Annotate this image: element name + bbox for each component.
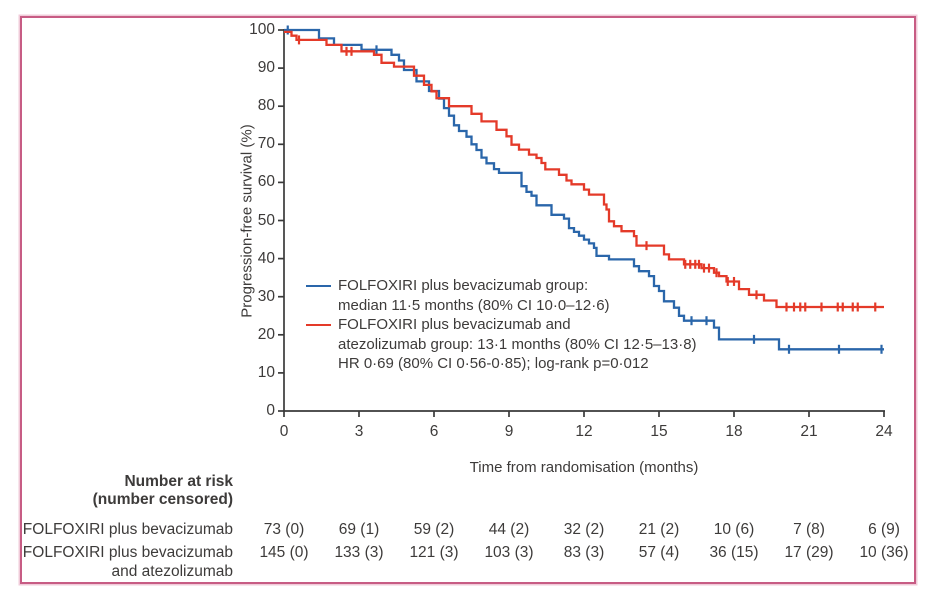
risk-value: 6 (9) (868, 521, 900, 538)
legend-swatch-red-line (306, 323, 331, 326)
x-tick-label: 12 (575, 423, 593, 440)
legend-item-hr-logrank: HR 0·69 (80% CI 0·56-0·85); log-rank p=0… (306, 354, 697, 374)
risk-value: 57 (4) (638, 544, 680, 561)
risk-value: 133 (3) (334, 544, 384, 561)
km-curve-folfoxiri-bevacizumab (284, 28, 884, 351)
risk-value: 103 (3) (484, 544, 534, 561)
y-tick-label: 70 (257, 135, 275, 153)
y-tick-label: 80 (257, 97, 275, 115)
y-tick-label: 30 (257, 287, 275, 305)
risk-value: 59 (2) (413, 521, 455, 538)
x-tick-label: 0 (279, 423, 289, 440)
risk-value: 121 (3) (409, 544, 459, 561)
x-tick-label: 18 (725, 423, 743, 440)
risk-value: 73 (0) (263, 521, 305, 538)
y-tick-label: 50 (257, 211, 275, 229)
risk-table-header: Number at risk (124, 473, 233, 490)
y-tick-label: 20 (257, 325, 275, 343)
risk-row-label-bevacizumab: FOLFOXIRI plus bevacizumab (22, 521, 233, 538)
y-tick-label: 40 (257, 249, 275, 267)
legend-label: atezolizumab group: 13·1 months (80% CI … (338, 335, 697, 353)
risk-value: 17 (29) (784, 544, 834, 561)
risk-value: 69 (1) (338, 521, 380, 538)
legend-label: HR 0·69 (80% CI 0·56-0·85); log-rank p=0… (338, 355, 649, 372)
x-tick-label: 9 (504, 423, 514, 440)
risk-value: 7 (8) (793, 521, 825, 538)
legend-item-bevacizumab-median: median 11·5 months (80% CI 10·0–12·6) (306, 296, 697, 316)
x-tick-label: 15 (650, 423, 668, 440)
risk-value: 145 (0) (259, 544, 309, 561)
risk-table-header-censored: (number censored) (92, 491, 233, 508)
x-axis-title: Time from randomisation (months) (469, 459, 699, 476)
risk-value: 10 (36) (859, 544, 909, 561)
y-tick-label: 10 (257, 363, 275, 381)
risk-value: 83 (3) (563, 544, 605, 561)
x-tick-label: 24 (875, 423, 893, 440)
y-tick-label: 90 (257, 59, 275, 77)
risk-value: 36 (15) (709, 544, 759, 561)
y-tick-label: 60 (257, 173, 275, 191)
legend-item-atezolizumab: FOLFOXIRI plus bevacizumab and (306, 315, 697, 335)
risk-value: 10 (6) (713, 521, 755, 538)
risk-value: 44 (2) (488, 521, 530, 538)
legend: FOLFOXIRI plus bevacizumab group: median… (306, 276, 697, 374)
risk-row-label-atezolizumab-2: and atezolizumab (111, 563, 234, 580)
x-tick-label: 3 (354, 423, 364, 440)
km-curve-folfoxiri-bevacizumab-atezolizumab (284, 30, 884, 309)
legend-swatch-blue-line (306, 284, 331, 287)
legend-label: median 11·5 months (80% CI 10·0–12·6) (338, 296, 610, 314)
legend-item-bevacizumab: FOLFOXIRI plus bevacizumab group: (306, 276, 697, 296)
legend-label: FOLFOXIRI plus bevacizumab and (338, 316, 571, 333)
legend-label: FOLFOXIRI plus bevacizumab group: (338, 277, 589, 294)
risk-value: 21 (2) (638, 521, 680, 538)
legend-item-atezolizumab-median: atezolizumab group: 13·1 months (80% CI … (306, 335, 697, 355)
x-tick-label: 6 (429, 423, 439, 440)
y-tick-label: 100 (249, 21, 275, 38)
x-tick-label: 21 (800, 423, 818, 440)
y-tick-label: 0 (266, 402, 275, 419)
risk-value: 32 (2) (563, 521, 605, 538)
risk-row-label-atezolizumab-1: FOLFOXIRI plus bevacizumab (22, 544, 233, 561)
